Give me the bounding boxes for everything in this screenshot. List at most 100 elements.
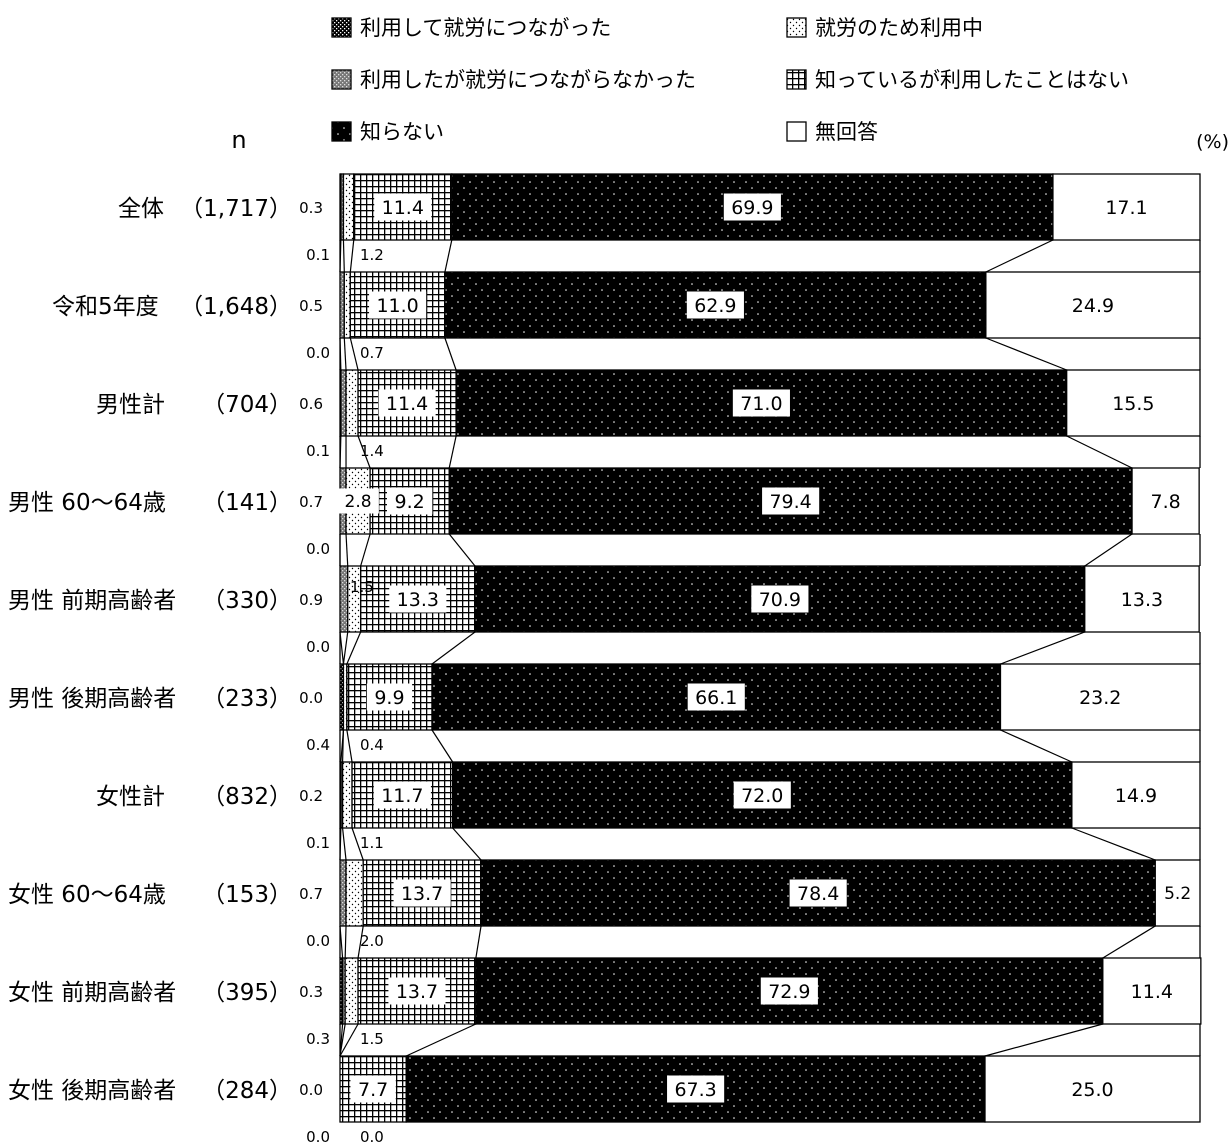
value-label-bg (388, 977, 446, 1005)
connector-line (342, 631, 349, 665)
value-label: 0.0 (299, 689, 323, 707)
value-label-bg (732, 389, 790, 417)
value-label-bg (389, 585, 447, 613)
value-label: 0.0 (360, 1128, 384, 1146)
value-label: 62.9 (694, 295, 736, 317)
value-label-bg (687, 683, 745, 711)
connector-line (349, 337, 359, 371)
legend-swatch (331, 69, 352, 90)
chart-headers: n (%) (231, 126, 1229, 154)
connector-line (351, 827, 364, 861)
connector-line (339, 1023, 359, 1057)
value-label-bg (1113, 585, 1171, 613)
value-label: 72.0 (741, 785, 783, 807)
value-label: 69.9 (731, 197, 773, 219)
value-label-bg (667, 1075, 725, 1103)
value-label: 9.9 (374, 687, 404, 709)
legend-swatch (786, 17, 807, 38)
value-label: 0.4 (306, 736, 330, 754)
legend-label: 利用して就労につながった (360, 16, 611, 40)
value-label: 0.3 (299, 199, 323, 217)
n-header: n (231, 126, 246, 154)
value-label-bg (1071, 683, 1129, 711)
connector-line (339, 1023, 346, 1057)
value-label: 0.0 (306, 344, 330, 362)
value-label: 67.3 (674, 1079, 716, 1101)
connector-line (344, 925, 347, 959)
value-label-bg (751, 585, 809, 613)
row-label: 男性 60～64歳 (8, 490, 166, 516)
value-label-bg (378, 389, 436, 417)
value-label: 0.0 (306, 540, 330, 558)
value-label: 78.4 (797, 883, 839, 905)
value-label: 1.5 (360, 1030, 384, 1048)
connector-line (341, 827, 347, 861)
value-label-bg (337, 488, 379, 514)
connector-line (1000, 729, 1073, 763)
connector-line (984, 1023, 1103, 1057)
connector-line (346, 729, 353, 763)
row-n: （832） (202, 784, 292, 810)
value-label: 1.2 (360, 246, 384, 264)
value-label: 0.3 (299, 983, 323, 1001)
value-label-bg (733, 781, 791, 809)
connector-line (339, 925, 344, 959)
value-label: 14.9 (1115, 785, 1157, 807)
value-label: 9.2 (395, 491, 425, 513)
bar-segment (339, 565, 349, 633)
value-label: 11.0 (376, 295, 418, 317)
row-label: 女性 後期高齢者 (8, 1078, 176, 1104)
value-label-bg (366, 683, 413, 711)
connector-line (1000, 631, 1085, 665)
connector-line (346, 631, 362, 665)
row-n: （153） (202, 882, 292, 908)
value-label: 7.7 (358, 1079, 388, 1101)
connector-line (357, 925, 364, 959)
value-label: 7.8 (1150, 491, 1180, 513)
connector-line (341, 729, 345, 763)
value-label: 0.0 (299, 1081, 323, 1099)
value-label: 23.2 (1079, 687, 1121, 709)
connector-line (1071, 827, 1156, 861)
legend-swatch (331, 17, 352, 38)
connector-line (985, 239, 1054, 273)
value-label-bg (369, 291, 427, 319)
value-label: 13.3 (1121, 589, 1163, 611)
row-n: （233） (202, 686, 292, 712)
connector-line (342, 239, 345, 273)
value-label-bg (1104, 389, 1162, 417)
value-label: 24.9 (1072, 295, 1114, 317)
value-label: 11.4 (1131, 981, 1173, 1003)
connector-line (452, 827, 482, 861)
value-label: 0.0 (306, 1128, 330, 1146)
value-label: 0.1 (306, 246, 330, 264)
row-n: （395） (202, 980, 292, 1006)
value-label: 25.0 (1071, 1079, 1113, 1101)
value-label-bg (1107, 781, 1165, 809)
connector-line (339, 827, 342, 861)
value-label: 17.1 (1105, 197, 1147, 219)
legend-label: 利用したが就労につながらなかった (360, 68, 696, 92)
value-label-bg (762, 487, 820, 515)
row-label: 全体 (118, 196, 164, 222)
value-label: 79.4 (769, 491, 811, 513)
connector-line (444, 337, 457, 371)
value-label-bg (1063, 1075, 1122, 1103)
value-label: 2.0 (360, 932, 384, 950)
unit-label: (%) (1196, 131, 1229, 153)
connector-line (1102, 925, 1156, 959)
value-label: 0.2 (299, 787, 323, 805)
bar-segment (339, 859, 347, 927)
value-label: 11.7 (381, 785, 423, 807)
bar-segment (341, 761, 353, 829)
row-labels: 全体 （1,717） 令和5年度 （1,648） 男性計 （704） 男性 60～64歳 （1… (8, 196, 292, 1104)
connector-line (339, 337, 342, 371)
value-label: 13.7 (396, 981, 438, 1003)
row-n: （330） (202, 588, 292, 614)
connector-line (405, 1023, 477, 1057)
value-label-bg (1123, 977, 1181, 1005)
value-label: 70.9 (759, 589, 801, 611)
value-label-bg (686, 291, 744, 319)
row-label: 男性 前期高齢者 (8, 588, 176, 614)
connector-line (345, 533, 349, 567)
